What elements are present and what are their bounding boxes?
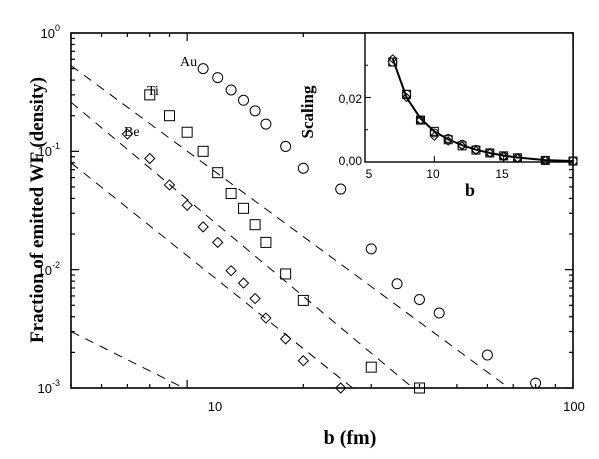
inset-point-diamond-1 (388, 54, 398, 64)
point-ti-3 (181, 126, 193, 138)
fit-line-3 (71, 162, 354, 388)
point-ti-7 (238, 202, 250, 214)
point-au-7 (280, 140, 292, 152)
main-data-points (121, 63, 542, 394)
fit-line-4 (71, 331, 185, 388)
inset-point-square-2 (402, 89, 412, 99)
inset-x-axis-title: b (465, 180, 475, 200)
x-axis-title: b (fm) (324, 427, 377, 449)
point-ti-6 (225, 188, 237, 200)
y-tick-label-1e-3-mantissa: 10 (38, 381, 52, 396)
point-ti-12 (365, 361, 377, 373)
x-tick-label-100: 100 (563, 399, 585, 414)
point-ti-5 (212, 167, 224, 179)
inset-y-tick-label-002: 0,02 (339, 92, 363, 106)
point-be-4 (181, 199, 193, 211)
inset-fit-curve (391, 58, 574, 162)
inset-data-points (388, 54, 578, 166)
point-au-15 (530, 377, 542, 389)
point-au-5 (249, 105, 261, 117)
point-be-6 (211, 236, 224, 249)
y-tick-label-1e-2-mantissa: 10 (38, 263, 52, 278)
y-tick-label-1e-3: 10-3 (38, 378, 60, 396)
point-be-1 (121, 128, 134, 140)
point-be-11 (279, 333, 292, 345)
series-label-ti: Ti (147, 84, 159, 99)
series-label-au: Au (180, 55, 197, 70)
main-plot-frame (70, 32, 574, 389)
point-au-10 (365, 243, 377, 255)
inset-point-diamond-7 (471, 145, 481, 156)
point-ti-13 (413, 382, 425, 394)
inset-point-diamond-10 (512, 153, 523, 163)
inset-point-diamond-2 (401, 92, 412, 103)
inset-point-diamond-4 (429, 131, 440, 141)
point-ti-10 (280, 268, 292, 280)
point-ti-11 (297, 294, 309, 306)
point-au-12 (413, 293, 425, 305)
y-tick-label-1e-3-exponent: -3 (52, 378, 60, 388)
inset-fit-line (391, 58, 574, 162)
fit-line-2 (71, 101, 414, 388)
point-be-9 (249, 292, 261, 305)
fit-line-1 (71, 65, 510, 388)
y-tick-label-1e0-exponent: 0 (55, 23, 60, 33)
inset-point-diamond-8 (485, 148, 495, 158)
point-be-7 (225, 264, 237, 277)
y-tick-label-1e-1-exponent: -1 (52, 141, 60, 151)
inset-plot: 5 10 15 0,00 0,02 b Scaling (298, 32, 578, 200)
point-au-6 (260, 118, 272, 130)
point-be-10 (260, 312, 272, 324)
point-au-9 (335, 183, 347, 195)
point-au-2 (212, 72, 224, 84)
series-label-be: Be (124, 125, 140, 140)
point-au-1 (197, 63, 209, 75)
inset-y-axis-title: Scaling (298, 85, 317, 138)
point-be-3 (163, 179, 176, 191)
y-tick-label-1e-1-mantissa: 10 (38, 144, 52, 159)
inset-point-diamond-5 (443, 136, 453, 146)
point-au-13 (433, 307, 445, 319)
inset-axis-ticks (364, 32, 574, 163)
inset-point-square-5 (443, 135, 453, 145)
point-be-12 (297, 355, 310, 367)
point-au-3 (225, 84, 237, 96)
inset-point-diamond-6 (457, 141, 467, 151)
y-tick-label-1e-2: 10-2 (38, 260, 60, 278)
y-tick-label-1e0-mantissa: 10 (41, 26, 55, 41)
point-au-8 (297, 162, 309, 174)
point-ti-9 (260, 236, 272, 248)
point-ti-4 (197, 145, 209, 157)
inset-frame (364, 32, 574, 163)
point-be-13 (334, 382, 347, 394)
y-axis-title: Fraction of emitted WF (density) (27, 77, 48, 343)
point-ti-8 (249, 219, 261, 231)
x-tick-label-10: 10 (208, 399, 222, 414)
main-fit-lines (71, 65, 510, 388)
inset-point-diamond-11 (540, 155, 550, 166)
inset-point-square-1 (388, 57, 398, 67)
inset-x-tick-label-15: 15 (495, 167, 509, 181)
inset-point-diamond-3 (415, 115, 426, 125)
inset-x-tick-label-10: 10 (426, 167, 440, 181)
point-ti-1 (144, 89, 156, 101)
y-tick-label-1e-1: 10-1 (38, 141, 60, 159)
point-be-8 (237, 277, 250, 289)
inset-y-tick-label-0: 0,00 (339, 154, 363, 168)
point-ti-2 (163, 110, 175, 122)
point-au-11 (391, 278, 403, 290)
y-tick-label-1e-2-exponent: -2 (52, 260, 60, 270)
point-be-2 (144, 152, 156, 165)
point-au-4 (238, 94, 250, 106)
point-au-14 (481, 349, 493, 361)
inset-x-tick-label-5: 5 (366, 167, 373, 181)
point-be-5 (197, 221, 209, 233)
y-tick-label-1e0: 100 (41, 23, 60, 41)
inset-point-square-4 (429, 126, 439, 136)
